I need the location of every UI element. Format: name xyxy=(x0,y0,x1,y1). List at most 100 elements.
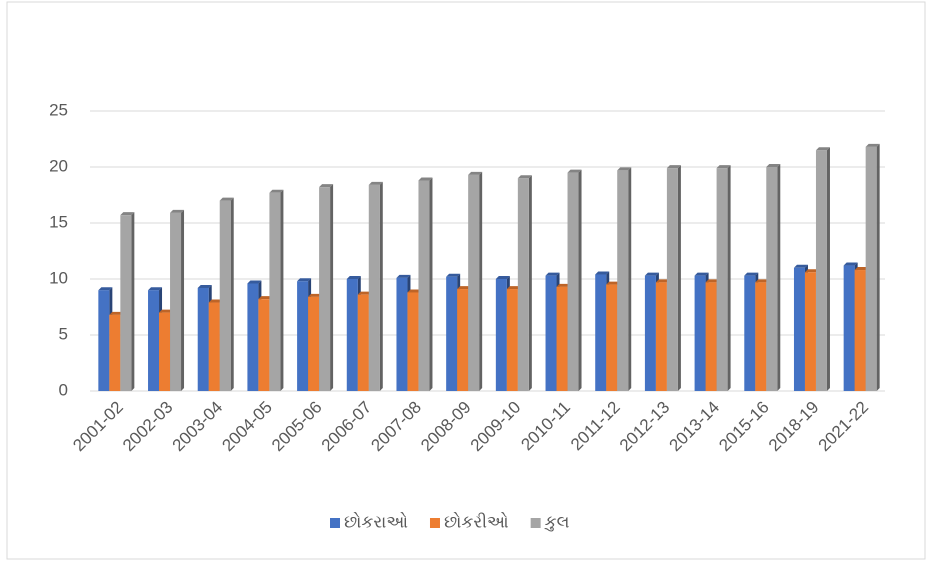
bar-top xyxy=(247,280,262,284)
legend-label: છોકરીઓ xyxy=(444,511,509,531)
bar xyxy=(297,281,309,391)
legend-label: કુલ xyxy=(543,512,569,531)
bar xyxy=(843,265,855,391)
bar xyxy=(346,279,358,391)
bar-top xyxy=(606,281,621,285)
bar-top xyxy=(545,272,560,276)
bar-top xyxy=(319,184,334,188)
bar-top xyxy=(815,147,830,151)
legend-swatch xyxy=(429,518,440,528)
bar-side xyxy=(280,189,284,391)
bar-top xyxy=(170,209,185,213)
bar-top xyxy=(297,278,312,282)
bar-top xyxy=(854,267,869,271)
bar xyxy=(716,168,728,391)
bar-top xyxy=(793,264,808,268)
bar-side xyxy=(429,177,433,391)
bar-top xyxy=(595,271,610,275)
bar-side xyxy=(826,147,830,391)
bar-top xyxy=(766,164,781,167)
bar-side xyxy=(330,184,334,391)
bar xyxy=(694,275,706,391)
bar xyxy=(644,275,656,391)
bar-top xyxy=(755,279,770,283)
bar-top xyxy=(120,212,135,216)
bar xyxy=(865,146,877,391)
bar xyxy=(319,187,331,391)
bar xyxy=(595,274,607,391)
bar xyxy=(148,290,160,391)
legend-swatch xyxy=(530,518,541,528)
bar xyxy=(705,282,717,391)
bar-top xyxy=(655,279,670,283)
bar-top xyxy=(506,286,521,290)
bar-side xyxy=(876,143,880,391)
y-tick-label: 0 xyxy=(59,380,68,399)
y-tick-label: 10 xyxy=(49,268,68,287)
bar-side xyxy=(727,165,731,391)
bar xyxy=(468,174,480,391)
bar-top xyxy=(495,276,510,279)
bar xyxy=(854,270,866,391)
bar-top xyxy=(98,287,113,291)
bar-top xyxy=(716,165,731,169)
bar xyxy=(617,170,629,391)
legend-label: છોકરાઓ xyxy=(344,511,408,531)
bar-top xyxy=(468,171,483,175)
bar xyxy=(545,275,557,391)
bar-top xyxy=(308,293,323,297)
bar-top xyxy=(744,272,759,276)
bar xyxy=(517,178,529,391)
bar xyxy=(815,150,827,391)
bar-top xyxy=(396,274,411,278)
bar-top xyxy=(219,197,234,201)
bar xyxy=(258,299,270,391)
bar-top xyxy=(666,165,681,169)
bar-top xyxy=(159,309,174,313)
bar-top xyxy=(843,262,858,266)
bar-top xyxy=(258,296,273,300)
bar-side xyxy=(230,197,234,391)
legend-swatch xyxy=(330,518,340,528)
bar-side xyxy=(578,169,582,391)
bar xyxy=(247,283,259,391)
bar-top xyxy=(567,169,582,173)
bar-top xyxy=(148,287,163,291)
bar-top xyxy=(109,311,124,315)
bar-side xyxy=(181,209,185,391)
bar xyxy=(368,184,380,391)
bar-top xyxy=(208,299,223,303)
bar-top xyxy=(517,175,532,179)
bar xyxy=(170,212,182,391)
bar-top xyxy=(418,177,433,181)
bar xyxy=(418,180,430,391)
bar-side xyxy=(677,165,681,391)
bar xyxy=(666,168,678,391)
bar xyxy=(357,294,369,391)
bar-top xyxy=(197,284,212,288)
chart-border xyxy=(6,1,926,560)
bar xyxy=(655,282,667,391)
bar xyxy=(269,192,281,391)
bar xyxy=(556,286,568,391)
bar xyxy=(793,267,805,391)
bar-side xyxy=(628,167,632,391)
y-tick-label: 25 xyxy=(49,100,68,119)
bar xyxy=(506,289,518,391)
bar-top xyxy=(644,272,659,276)
bar-top xyxy=(705,279,720,283)
bar xyxy=(567,172,579,391)
bar xyxy=(446,276,458,391)
bar-top xyxy=(357,291,372,295)
bar-top xyxy=(346,276,361,279)
bar-side xyxy=(379,181,383,391)
bar xyxy=(457,289,469,391)
bar xyxy=(804,272,816,391)
bar xyxy=(396,277,408,391)
bar xyxy=(766,167,778,391)
bar-top xyxy=(407,289,422,293)
bar-top xyxy=(865,143,880,147)
bar-top xyxy=(368,181,383,185)
bar xyxy=(308,296,320,391)
